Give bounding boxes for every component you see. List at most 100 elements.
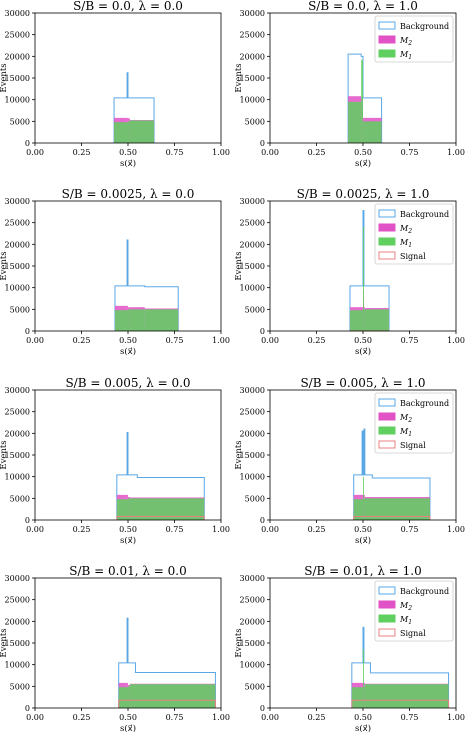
plot-area — [347, 53, 383, 143]
legend-swatch-m1 — [378, 426, 396, 435]
y-tick-label: 0 — [260, 704, 265, 713]
chart-panel-3: S/B = 0.0025, λ = 0.0 0 5000 10000 15000 2000… — [0, 187, 230, 357]
y-tick-label: 25000 — [240, 408, 265, 417]
y-tick-label: 25000 — [5, 408, 30, 417]
y-axis-label: Events — [0, 63, 9, 92]
y-tick-label: 5000 — [10, 305, 30, 314]
bar-m1 — [361, 59, 363, 143]
y-tick-label: 20000 — [5, 617, 30, 626]
x-tick-label: 0.50 — [354, 713, 372, 722]
plot-area — [113, 72, 155, 143]
x-tick-label: 1.00 — [212, 713, 230, 722]
x-axis-label: s(x⃗) — [355, 158, 371, 169]
bar-m1 — [129, 684, 216, 708]
legend-box — [374, 203, 454, 265]
bar-m1 — [363, 686, 365, 708]
x-tick-label: 1.00 — [447, 525, 465, 534]
x-tick-label: 0.00 — [261, 336, 279, 345]
bar-m1 — [114, 310, 128, 331]
chart-title: S/B = 0.0025, λ = 0.0 — [62, 187, 195, 201]
legend-label: Background — [400, 587, 449, 596]
y-tick-label: 25000 — [5, 31, 30, 40]
y-tick-label: 5000 — [245, 117, 265, 126]
plot-area — [114, 239, 179, 331]
bar-m1 — [116, 499, 128, 520]
bar-m1 — [364, 684, 449, 708]
legend-label-subscript: 1 — [408, 431, 412, 438]
step-signal — [116, 516, 205, 520]
legend-swatch-m1 — [378, 614, 396, 623]
chart-title: S/B = 0.005, λ = 1.0 — [300, 376, 425, 390]
legend-label: Background — [400, 22, 449, 31]
y-tick-label: 20000 — [5, 240, 30, 249]
plot-area — [349, 210, 390, 332]
x-tick-label: 0.25 — [73, 525, 91, 534]
y-tick-label: 0 — [25, 327, 30, 336]
y-axis-label: Events — [234, 628, 244, 657]
y-tick-label: 30000 — [5, 574, 30, 583]
chart-title: S/B = 0.005, λ = 0.0 — [65, 376, 190, 390]
legend-label: M2 — [399, 601, 412, 612]
bar-m1 — [363, 649, 364, 708]
legend-label-subscript: 2 — [407, 40, 412, 47]
chart-panel-5: S/B = 0.005, λ = 0.0 0 5000 10000 15000 20000… — [0, 376, 230, 546]
legend-label-subscript: 2 — [407, 605, 412, 612]
x-axis-label: s(x⃗) — [355, 723, 371, 732]
bar-m1 — [363, 476, 364, 520]
y-tick-label: 25000 — [240, 219, 265, 228]
bar-m1 — [118, 687, 128, 708]
bar-m1 — [364, 121, 382, 143]
y-tick-label: 25000 — [240, 596, 265, 605]
x-tick-label: 0.25 — [308, 713, 326, 722]
legend-label: Background — [400, 210, 449, 219]
chart-title: S/B = 0.0, λ = 1.0 — [308, 0, 418, 13]
legend-swatch-background — [378, 586, 396, 595]
legend-swatch-signal — [378, 251, 396, 260]
step-background — [114, 239, 179, 331]
y-tick-label: 15000 — [240, 451, 265, 460]
y-tick-label: 5000 — [245, 682, 265, 691]
x-axis-label: s(x⃗) — [120, 535, 136, 546]
y-tick-label: 5000 — [10, 117, 30, 126]
legend-box — [374, 392, 454, 454]
x-tick-label: 0.00 — [261, 713, 279, 722]
legend-swatch-signal — [378, 440, 396, 449]
bar-m1 — [144, 309, 179, 331]
bar-m1 — [363, 121, 365, 143]
step-background — [118, 617, 216, 708]
bar-m1 — [129, 309, 145, 331]
x-tick-label: 0.25 — [308, 336, 326, 345]
x-tick-label: 0.00 — [26, 148, 44, 157]
bar-m1 — [348, 101, 362, 143]
x-tick-label: 0.50 — [354, 148, 372, 157]
legend-label: M1 — [399, 238, 412, 249]
x-tick-label: 0.75 — [401, 713, 419, 722]
y-tick-label: 15000 — [5, 262, 30, 271]
chart-panel-7: S/B = 0.01, λ = 0.0 0 5000 10000 15000 20000 2… — [0, 564, 230, 732]
legend-swatch-background — [378, 21, 396, 30]
y-tick-label: 0 — [25, 704, 30, 713]
y-tick-label: 15000 — [240, 639, 265, 648]
x-tick-label: 1.00 — [212, 336, 230, 345]
y-tick-label: 10000 — [240, 284, 265, 293]
y-tick-label: 20000 — [240, 240, 265, 249]
x-tick-label: 1.00 — [212, 525, 230, 534]
x-tick-label: 0.25 — [73, 336, 91, 345]
legend-label-subscript: 1 — [408, 619, 412, 626]
chart-title: S/B = 0.01, λ = 0.0 — [69, 564, 187, 578]
legend-label-subscript: 1 — [408, 54, 412, 61]
x-tick-label: 1.00 — [447, 713, 465, 722]
y-axis-label: Events — [234, 251, 244, 280]
y-tick-label: 15000 — [240, 74, 265, 83]
bar-m1 — [364, 309, 390, 331]
y-tick-label: 30000 — [5, 197, 30, 206]
bar-m1 — [363, 309, 365, 331]
y-tick-label: 0 — [260, 139, 265, 148]
bar-m1 — [351, 687, 363, 708]
legend: Background M2 M1 Signal — [374, 203, 454, 265]
y-tick-label: 20000 — [240, 429, 265, 438]
y-axis-label: Events — [0, 251, 9, 280]
y-tick-label: 30000 — [240, 386, 265, 395]
legend-swatch-background — [378, 398, 396, 407]
